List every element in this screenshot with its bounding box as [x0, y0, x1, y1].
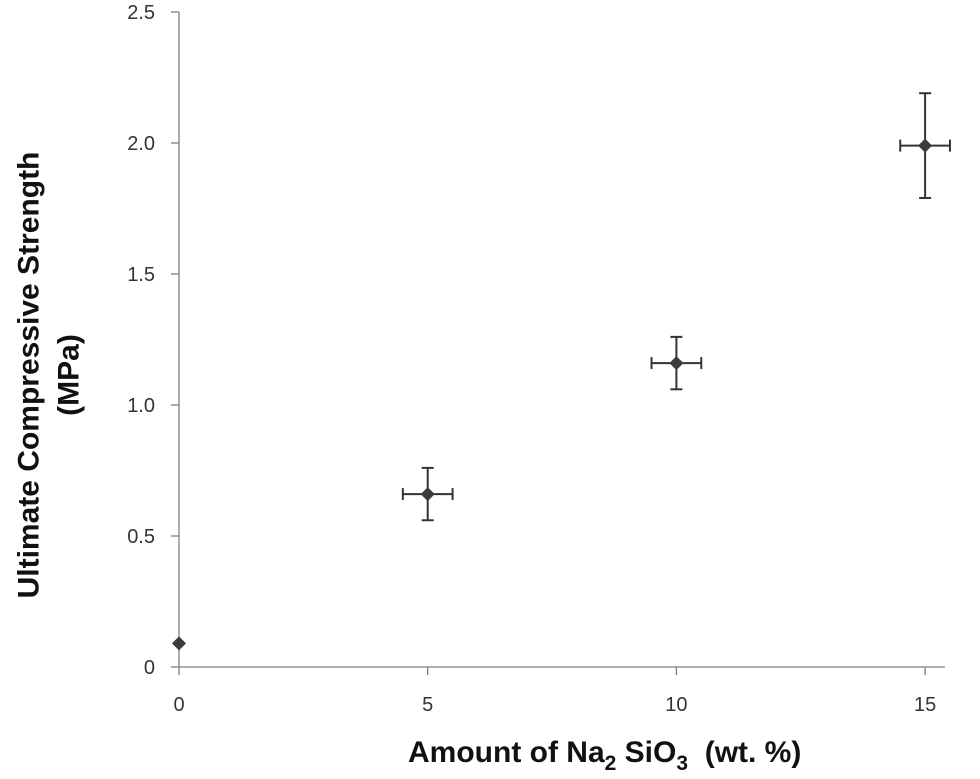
data-point-marker — [420, 487, 435, 502]
y-ticks: 0 0.5 1.0 1.5 2.0 2.5 — [127, 2, 179, 679]
x-ticks: 0 5 10 15 — [173, 667, 936, 716]
x-axis-title-part-1: Amount of Na — [408, 736, 605, 769]
y-axis-title-line-1: Ultimate Compressive Strength — [13, 152, 46, 599]
x-axis-title-part-2: SiO — [616, 736, 676, 769]
y-tick-label: 0.5 — [127, 526, 155, 548]
x-axis-title-subscript-2: 3 — [676, 752, 688, 775]
x-axis-title: Amount of Na2 SiO3 (wt. %) — [408, 736, 801, 775]
x-tick-label: 5 — [422, 694, 433, 716]
axes — [178, 12, 945, 668]
error-bars — [401, 92, 951, 522]
y-axis-title: Ultimate Compressive Strength (MPa) — [13, 152, 86, 599]
data-points — [172, 138, 933, 651]
data-point-marker — [669, 356, 684, 371]
data-point-marker — [172, 636, 186, 651]
y-tick-label: 1.0 — [127, 395, 155, 417]
y-tick-label: 2.5 — [127, 2, 155, 24]
y-axis-title-line-2: (MPa) — [53, 334, 86, 416]
y-tick-label: 2.0 — [127, 133, 155, 155]
data-point-marker — [918, 138, 933, 153]
y-tick-label: 1.5 — [127, 264, 155, 286]
y-tick-label: 0 — [144, 657, 155, 679]
x-tick-label: 0 — [173, 694, 184, 716]
x-tick-label: 10 — [665, 694, 687, 716]
x-axis-title-subscript-1: 2 — [605, 752, 617, 775]
x-axis-title-part-3: (wt. %) — [688, 736, 801, 769]
x-tick-label: 15 — [914, 694, 936, 716]
